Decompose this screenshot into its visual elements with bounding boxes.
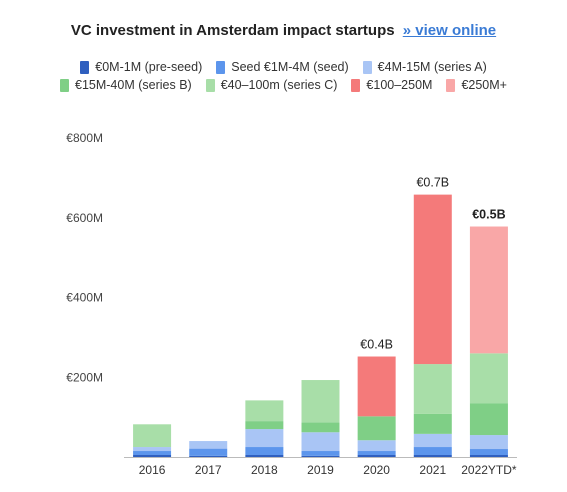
data-label: €0.7B (416, 176, 449, 190)
view-online-link[interactable]: » view online (402, 22, 497, 39)
x-tick-label: 2018 (251, 463, 278, 477)
legend-label: €15M-40M (series B) (75, 78, 192, 92)
legend-item: €40–100m (series C) (205, 78, 338, 92)
bar-segment (245, 400, 284, 422)
legend-swatch (362, 60, 372, 74)
bar-segment (301, 455, 340, 457)
bar-segment (413, 447, 452, 456)
data-label: €0.5B (472, 208, 505, 222)
bar-segment (133, 451, 172, 456)
bar-segment (357, 416, 396, 441)
bar-segment (245, 455, 284, 457)
bar-segment (357, 451, 396, 456)
bar-segment (357, 455, 396, 457)
bar-segment (357, 440, 396, 452)
legend-label: €4M-15M (series A) (377, 60, 487, 74)
bar-segment (245, 429, 284, 448)
y-tick-label: €600M (66, 211, 103, 225)
bar-segment (301, 451, 340, 456)
bar-segment (413, 194, 452, 365)
bar-segment (133, 447, 172, 452)
legend-item: €100–250M (351, 78, 432, 92)
x-tick-label: 2016 (139, 463, 166, 477)
bar-segment (133, 455, 172, 457)
bar-segment (133, 424, 172, 448)
bar-segment (469, 226, 508, 354)
legend-swatch (80, 60, 90, 74)
y-tick-label: €400M (66, 291, 103, 305)
bar-segment (413, 455, 452, 457)
legend-label: €40–100m (series C) (220, 78, 338, 92)
legend-swatch (446, 78, 456, 92)
bar-segment (469, 403, 508, 436)
legend-item: €250M+ (446, 78, 507, 92)
bar-segment (413, 433, 452, 448)
chart-legend: €0M-1M (pre-seed) Seed €1M-4M (seed) €4M-1… (20, 60, 547, 92)
x-tick-label: 2017 (195, 463, 222, 477)
legend-label: €100–250M (366, 78, 433, 92)
bar-segment (469, 455, 508, 457)
legend-item: Seed €1M-4M (seed) (216, 60, 349, 74)
bar-segment (413, 413, 452, 434)
legend-item: €4M-15M (series A) (362, 60, 487, 74)
bar-segment (189, 441, 228, 449)
legend-swatch (216, 60, 226, 74)
bar-segment (469, 353, 508, 404)
chart-title-text: VC investment in Amsterdam impact startu… (70, 22, 395, 39)
bar-segment (413, 364, 452, 414)
x-tick-label: 2022YTD* (461, 463, 517, 477)
legend-label: Seed €1M-4M (seed) (231, 60, 349, 74)
legend-item: €15M-40M (series B) (60, 78, 192, 92)
chart-title: VC investment in Amsterdam impact startu… (0, 22, 567, 39)
y-tick-label: €200M (66, 370, 103, 384)
y-tick-label: €800M (66, 131, 103, 145)
bar-segment (469, 435, 508, 450)
legend-item: €0M-1M (pre-seed) (80, 60, 202, 74)
legend-label: €250M+ (461, 78, 507, 92)
data-label: €0.4B (360, 338, 393, 352)
legend-label: €0M-1M (pre-seed) (95, 60, 203, 74)
bar-segment (301, 432, 340, 452)
bar-segment (189, 455, 228, 457)
bar-segment (469, 449, 508, 456)
x-tick-label: 2019 (307, 463, 334, 477)
legend-swatch (205, 78, 215, 92)
legend-swatch (60, 78, 69, 92)
bar-segment (245, 447, 284, 456)
bar-segment (301, 380, 340, 423)
x-tick-label: 2021 (419, 463, 446, 477)
bar-segment (357, 356, 396, 417)
bar-segment (245, 421, 284, 430)
bar-segment (301, 422, 340, 433)
x-tick-label: 2020 (363, 463, 390, 477)
legend-swatch (351, 78, 361, 92)
bar-segment (189, 448, 228, 456)
